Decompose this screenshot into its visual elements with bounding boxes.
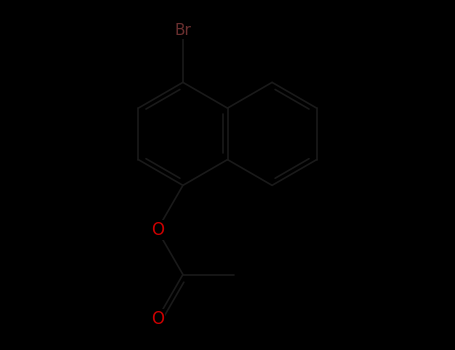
Text: O: O — [151, 310, 164, 328]
Text: Br: Br — [174, 23, 192, 38]
Text: O: O — [151, 221, 164, 239]
